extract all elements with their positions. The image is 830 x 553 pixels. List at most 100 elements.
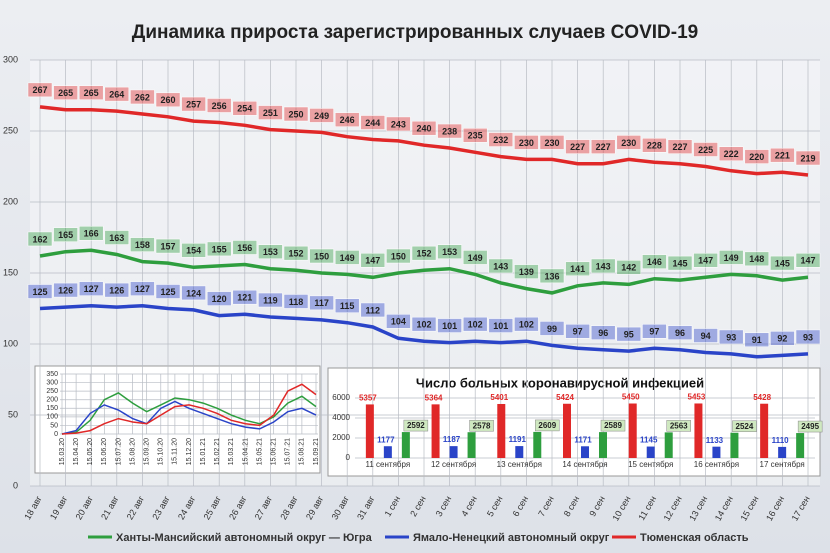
x-tick-label: 4 сен [459, 494, 479, 518]
value-label-box [667, 325, 693, 340]
value-label: 5453 [688, 393, 706, 402]
value-label-box [411, 245, 437, 261]
value-label: 147 [800, 256, 815, 266]
value-label-box [403, 419, 429, 432]
value-label-box [514, 135, 539, 150]
series-line [61, 383, 317, 435]
x-tick-label: 8 сен [562, 494, 582, 518]
value-label: 121 [237, 293, 252, 303]
value-label-box [130, 89, 155, 105]
value-label: 5428 [753, 393, 771, 402]
x-tick-label: 15.08.20 [129, 438, 136, 465]
value-label-box [488, 132, 514, 147]
x-tick-label: 26 авг [227, 494, 249, 522]
value-label: 265 [58, 88, 73, 98]
value-label-box [795, 150, 821, 166]
value-label: 97 [573, 327, 583, 337]
value-label: 153 [263, 247, 278, 257]
value-label-box [437, 318, 462, 333]
x-tick-label: 11 сентября [366, 460, 411, 469]
value-label: 1191 [509, 435, 527, 444]
value-label-box [770, 331, 795, 346]
bar [563, 403, 571, 458]
value-label: 163 [109, 233, 124, 243]
value-label: 162 [32, 234, 47, 244]
value-label: 126 [109, 285, 124, 295]
value-label-box [78, 281, 104, 296]
value-label: 102 [519, 320, 534, 330]
value-label-box [565, 324, 590, 339]
value-label-box [334, 112, 360, 127]
value-label: 2524 [736, 422, 754, 431]
value-label-box [386, 116, 411, 132]
value-label: 249 [314, 111, 329, 121]
value-label: 2563 [670, 421, 688, 430]
value-label: 124 [186, 288, 201, 298]
value-label: 115 [340, 301, 355, 311]
x-tick-label: 15 сентября [628, 460, 673, 469]
value-label-box [334, 298, 360, 313]
bar [694, 403, 703, 458]
value-label: 91 [752, 335, 762, 345]
value-label-box [27, 284, 53, 299]
x-tick-label: 17 сен [790, 494, 812, 522]
value-label-box [770, 147, 795, 163]
value-label-box [232, 101, 258, 116]
x-tick-label: 15 сен [738, 494, 760, 522]
value-label: 221 [775, 151, 790, 161]
value-label-box [565, 261, 590, 277]
bar [467, 432, 476, 458]
value-label: 94 [701, 331, 711, 341]
value-label-box [130, 237, 155, 252]
value-label: 2589 [604, 421, 622, 430]
value-label-box [744, 332, 770, 348]
value-label: 1187 [443, 435, 461, 444]
value-label-box [718, 329, 744, 345]
value-label-box [642, 137, 667, 153]
value-label: 232 [493, 135, 508, 145]
value-label-box [206, 291, 232, 306]
value-label: 228 [647, 141, 662, 151]
value-label-box [206, 98, 232, 113]
bar [383, 446, 392, 458]
value-label: 5424 [556, 393, 574, 402]
x-tick-label: 31 авг [355, 494, 377, 522]
value-label-box [539, 268, 565, 284]
value-label-box [514, 316, 539, 332]
value-label: 1145 [640, 436, 658, 445]
x-tick-label: 20 авг [74, 494, 96, 522]
value-label: 1177 [377, 435, 395, 444]
x-tick-label: 11 сен [636, 494, 658, 522]
x-tick-label: 15.12.20 [186, 438, 193, 465]
value-label-box [155, 238, 181, 254]
value-label-box [258, 105, 283, 120]
value-label-box [104, 230, 130, 245]
value-label: 143 [493, 261, 508, 271]
value-label-box [206, 241, 232, 257]
value-label: 2578 [473, 421, 491, 430]
value-label-box [718, 146, 744, 162]
value-label: 156 [237, 243, 252, 253]
x-tick-label: 15.06.20 [101, 438, 108, 465]
x-tick-label: 1 сен [383, 494, 403, 518]
bar [533, 431, 542, 458]
bar [730, 432, 739, 458]
y-tick-label: 350 [46, 371, 58, 378]
value-label: 119 [263, 295, 278, 305]
value-label: 244 [365, 118, 380, 128]
value-label: 101 [442, 321, 457, 331]
value-label-box [590, 325, 616, 340]
value-label: 2609 [538, 421, 556, 430]
value-label-box [53, 85, 78, 100]
y-tick-label: 50 [8, 409, 18, 419]
x-tick-label: 13 сен [687, 494, 709, 522]
value-label: 102 [416, 320, 431, 330]
value-label: 243 [391, 119, 406, 129]
value-label-box [411, 120, 437, 136]
value-label: 147 [365, 256, 380, 266]
bar [646, 446, 655, 458]
value-label: 145 [672, 258, 687, 268]
value-label-box [360, 302, 386, 318]
x-tick-label: 9 сен [587, 494, 607, 518]
y-tick-label: 0 [346, 453, 351, 462]
